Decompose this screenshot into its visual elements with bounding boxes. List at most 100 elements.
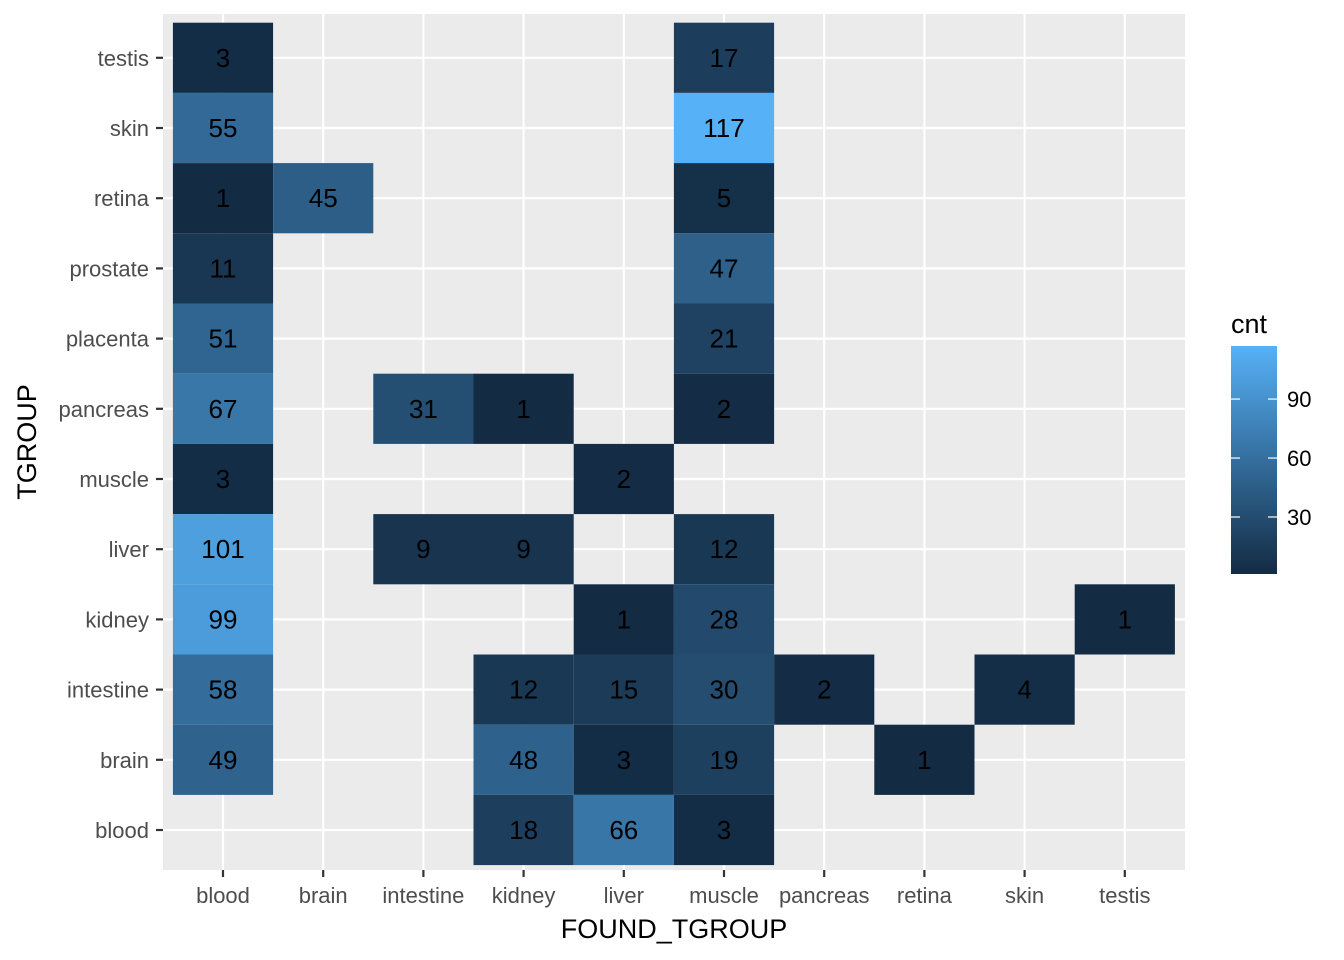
x-axis-title: FOUND_TGROUP [561,914,788,944]
y-tick-label: pancreas [58,397,149,422]
x-tick-label: pancreas [779,883,870,908]
y-tick-label: skin [110,116,149,141]
heatmap-cell [573,443,674,515]
cell-value-label: 2 [717,394,731,424]
y-tick-label: intestine [67,678,149,703]
heatmap-cell [774,654,875,725]
heatmap-cell [673,163,775,234]
heatmap-cell [673,724,775,795]
heatmap-cell [473,724,574,795]
heatmap-cell [573,794,674,866]
x-tick-label: liver [604,883,644,908]
x-tick-label: muscle [689,883,759,908]
heatmap-cells [172,22,1175,866]
heatmap-cell [673,373,775,444]
cell-value-label: 55 [209,113,238,143]
heatmap-cell [874,724,975,795]
cell-value-label: 15 [609,675,638,705]
legend-tick-label: 60 [1287,446,1311,471]
x-tick-label: intestine [382,883,464,908]
y-tick-label: testis [98,46,149,71]
heatmap-cell [172,22,274,93]
cell-value-label: 49 [209,745,238,775]
y-tick-label: placenta [66,327,150,352]
cell-value-label: 2 [617,464,631,494]
heatmap-cell [974,654,1075,725]
legend: cnt 30 60 90 [1231,309,1311,574]
cell-value-label: 66 [609,815,638,845]
y-tick-label: prostate [70,256,150,281]
heatmap-cell [172,724,274,795]
cell-value-label: 47 [710,253,739,283]
heatmap-cell [273,163,374,234]
cell-value-label: 1 [1118,604,1132,634]
cell-value-label: 58 [209,675,238,705]
cell-value-label: 3 [617,745,631,775]
cell-value-label: 31 [409,394,438,424]
heatmap-cell [172,92,274,164]
legend-ticks: 30 60 90 [1231,387,1311,530]
heatmap-cell [573,584,674,655]
y-axis: blood brain intestine kidney liver muscle panc… [58,46,163,843]
heatmap-cell [172,163,274,234]
x-tick-label: blood [196,883,250,908]
heatmap-cell [673,92,775,164]
heatmap-cell [172,443,274,515]
cell-value-label: 5 [717,183,731,213]
heatmap-cell [673,514,775,585]
heatmap-cell [172,654,274,725]
x-tick-label: brain [299,883,348,908]
cell-value-label: 19 [710,745,739,775]
heatmap-cell [473,794,574,866]
cell-value-label: 11 [210,253,237,283]
y-tick-label: blood [95,818,149,843]
heatmap-cell [673,654,775,725]
cell-value-label: 48 [509,745,538,775]
heatmap-cell [673,233,775,304]
heatmap-cell [172,303,274,374]
cell-value-label: 1 [216,183,230,213]
heatmap-cell [573,654,674,725]
cell-value-label: 101 [201,534,244,564]
x-tick-label: retina [897,883,953,908]
x-tick-label: skin [1005,883,1044,908]
heatmap-cell [573,724,674,795]
heatmap-cell [172,373,274,444]
heatmap-cell [473,514,574,585]
heatmap-cell [1074,584,1175,655]
cell-value-label: 51 [209,324,238,354]
heatmap-cell [673,22,775,93]
heatmap-cell [172,233,274,304]
y-tick-label: muscle [79,467,149,492]
cell-value-label: 9 [516,534,530,564]
heatmap-cell [673,794,775,866]
y-axis-title: TGROUP [12,384,42,500]
cell-value-label: 21 [710,324,739,354]
legend-colorbar [1231,346,1277,574]
cell-value-label: 2 [817,675,831,705]
cell-value-label: 1 [917,745,931,775]
cell-value-label: 30 [710,675,739,705]
heatmap-cell [373,514,474,585]
cell-value-label: 4 [1017,675,1031,705]
y-tick-label: kidney [85,607,149,632]
cell-value-label: 67 [209,394,238,424]
x-axis: blood brain intestine kidney liver muscle panc… [196,870,1150,908]
heatmap-cell [373,373,474,444]
cell-value-label: 3 [717,815,731,845]
cell-value-label: 3 [216,43,230,73]
heatmap-cell [172,584,274,655]
cell-value-label: 117 [703,113,744,143]
y-tick-label: brain [100,748,149,773]
cell-value-label: 12 [509,675,538,705]
cell-value-label: 45 [309,183,338,213]
cell-value-label: 9 [416,534,430,564]
legend-tick-label: 30 [1287,505,1311,530]
cell-value-label: 1 [617,604,631,634]
heatmap-cell [673,584,775,655]
x-tick-label: kidney [492,883,556,908]
cell-value-label: 28 [710,604,739,634]
